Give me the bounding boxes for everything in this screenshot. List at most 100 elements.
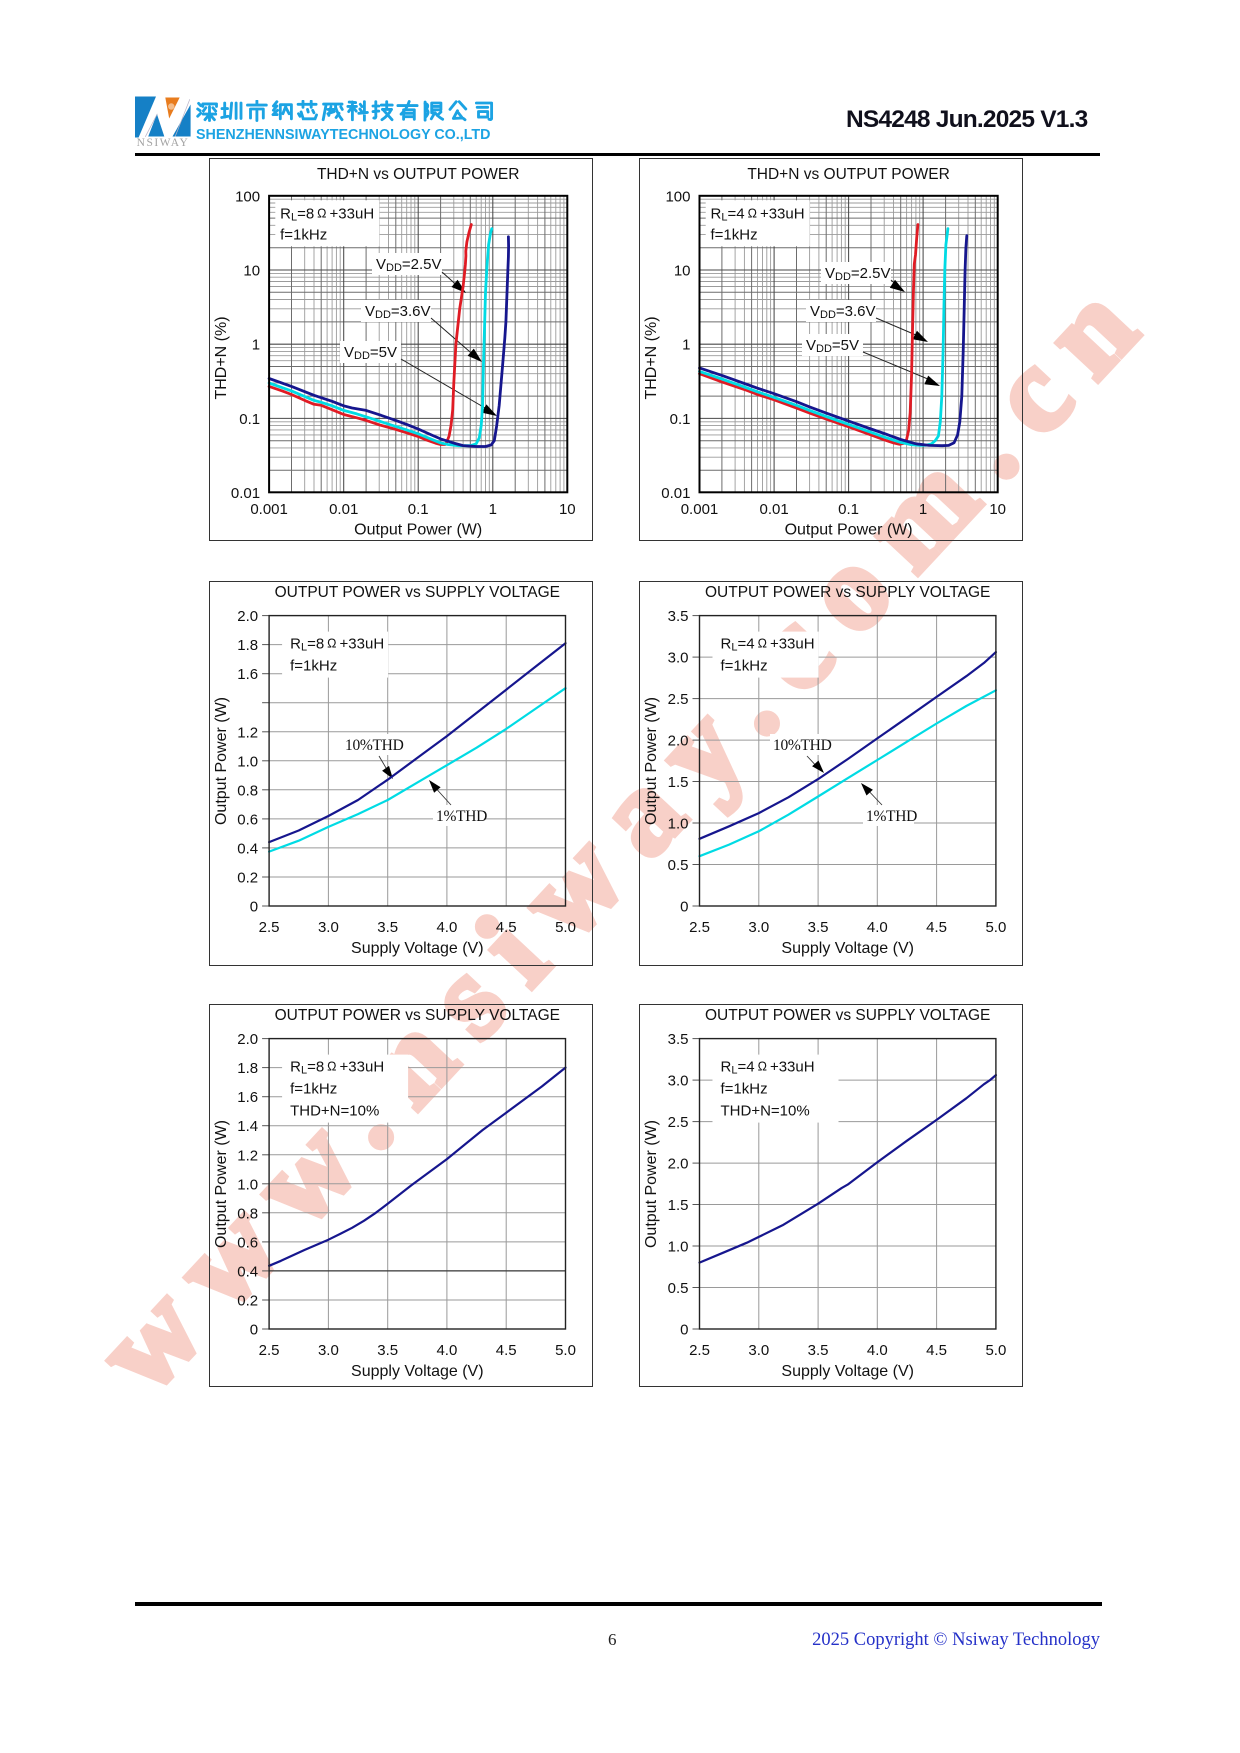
svg-text:3.5: 3.5 (668, 1031, 689, 1048)
svg-text:0: 0 (250, 899, 258, 916)
svg-text:10%THD: 10%THD (345, 737, 404, 754)
svg-text:1.0: 1.0 (237, 1176, 258, 1193)
svg-text:3.0: 3.0 (748, 1342, 769, 1359)
svg-text:RL=8 Ω +33uH: RL=8 Ω +33uH (290, 636, 384, 654)
svg-text:1: 1 (489, 501, 497, 518)
svg-text:Output Power (W): Output Power (W) (213, 697, 230, 825)
svg-text:0.1: 0.1 (838, 501, 859, 518)
svg-text:1: 1 (682, 337, 690, 354)
svg-text:3.5: 3.5 (808, 1342, 829, 1359)
svg-text:0.1: 0.1 (670, 411, 691, 428)
svg-text:0.8: 0.8 (237, 782, 258, 799)
svg-text:3.5: 3.5 (377, 1342, 398, 1359)
svg-text:f=1kHz: f=1kHz (290, 658, 337, 675)
svg-text:THD+N vs OUTPUT POWER: THD+N vs OUTPUT POWER (317, 166, 520, 183)
svg-text:f=1kHz: f=1kHz (721, 658, 768, 675)
svg-text:VDD=5V: VDD=5V (806, 337, 859, 355)
svg-text:0.2: 0.2 (237, 1293, 258, 1310)
svg-text:100: 100 (665, 188, 690, 205)
svg-text:0.01: 0.01 (661, 485, 690, 502)
svg-text:0.5: 0.5 (668, 857, 689, 874)
svg-text:10: 10 (674, 263, 691, 280)
svg-text:1: 1 (919, 501, 927, 518)
svg-text:2.5: 2.5 (689, 1342, 710, 1359)
svg-text:Output Power (W): Output Power (W) (785, 521, 913, 538)
svg-text:2.5: 2.5 (689, 919, 710, 936)
svg-text:2.5: 2.5 (668, 691, 689, 708)
svg-text:1.2: 1.2 (237, 724, 258, 741)
svg-text:RL=8 Ω +33uH: RL=8 Ω +33uH (280, 205, 374, 223)
svg-text:4.5: 4.5 (926, 1342, 947, 1359)
svg-text:0.1: 0.1 (239, 411, 260, 428)
svg-text:RL=4 Ω +33uH: RL=4 Ω +33uH (711, 205, 805, 223)
svg-text:10: 10 (989, 501, 1006, 518)
svg-text:0.001: 0.001 (681, 501, 719, 518)
svg-text:Output Power (W): Output Power (W) (643, 1120, 660, 1248)
svg-text:RL=8 Ω +33uH: RL=8 Ω +33uH (290, 1059, 384, 1077)
svg-text:1.6: 1.6 (237, 1089, 258, 1106)
svg-text:1%THD: 1%THD (866, 808, 917, 825)
svg-text:THD+N (%): THD+N (%) (643, 316, 660, 399)
svg-text:4.0: 4.0 (436, 1342, 457, 1359)
svg-text:RL=4 Ω +33uH: RL=4 Ω +33uH (721, 636, 815, 654)
svg-text:VDD=3.6V: VDD=3.6V (365, 303, 431, 321)
svg-text:THD+N=10%: THD+N=10% (721, 1103, 810, 1120)
svg-text:OUTPUT POWER vs SUPPLY VOLTAGE: OUTPUT POWER vs SUPPLY VOLTAGE (705, 584, 990, 601)
svg-text:100: 100 (235, 188, 260, 205)
svg-text:1.0: 1.0 (668, 1239, 689, 1256)
svg-text:f=1kHz: f=1kHz (711, 226, 758, 243)
svg-text:0: 0 (250, 1322, 258, 1339)
svg-text:1.5: 1.5 (668, 1197, 689, 1214)
svg-text:1.0: 1.0 (668, 816, 689, 833)
svg-text:0.8: 0.8 (237, 1205, 258, 1222)
svg-text:4.5: 4.5 (496, 1342, 517, 1359)
svg-text:4.0: 4.0 (867, 1342, 888, 1359)
svg-text:THD+N vs OUTPUT POWER: THD+N vs OUTPUT POWER (747, 166, 950, 183)
svg-text:OUTPUT POWER vs SUPPLY VOLTAGE: OUTPUT POWER vs SUPPLY VOLTAGE (705, 1007, 990, 1024)
svg-text:0.5: 0.5 (668, 1280, 689, 1297)
svg-text:0.2: 0.2 (237, 870, 258, 887)
svg-text:Output Power (W): Output Power (W) (354, 521, 482, 538)
svg-text:0.6: 0.6 (237, 811, 258, 828)
svg-text:OUTPUT POWER vs SUPPLY VOLTAGE: OUTPUT POWER vs SUPPLY VOLTAGE (275, 584, 560, 601)
svg-text:Supply Voltage (V): Supply Voltage (V) (351, 940, 484, 957)
svg-text:2.5: 2.5 (259, 919, 280, 936)
svg-text:3.0: 3.0 (668, 650, 689, 667)
svg-text:2.0: 2.0 (668, 733, 689, 750)
svg-text:0.01: 0.01 (759, 501, 788, 518)
svg-text:2.0: 2.0 (237, 1031, 258, 1048)
svg-text:2.0: 2.0 (237, 608, 258, 625)
svg-text:VDD=2.5V: VDD=2.5V (376, 256, 442, 274)
svg-text:VDD=2.5V: VDD=2.5V (825, 265, 891, 283)
svg-text:1.6: 1.6 (237, 666, 258, 683)
svg-text:10: 10 (559, 501, 576, 518)
svg-text:3.0: 3.0 (318, 919, 339, 936)
svg-text:0.6: 0.6 (237, 1234, 258, 1251)
svg-text:1.0: 1.0 (237, 753, 258, 770)
svg-text:f=1kHz: f=1kHz (290, 1081, 337, 1098)
svg-text:0.01: 0.01 (329, 501, 358, 518)
svg-text:Supply Voltage (V): Supply Voltage (V) (351, 1363, 484, 1380)
svg-text:3.5: 3.5 (808, 919, 829, 936)
svg-text:1.8: 1.8 (237, 637, 258, 654)
svg-text:0.1: 0.1 (408, 501, 429, 518)
svg-text:0: 0 (680, 899, 688, 916)
svg-text:0.001: 0.001 (250, 501, 288, 518)
svg-text:THD+N (%): THD+N (%) (213, 316, 230, 399)
svg-text:4.0: 4.0 (436, 919, 457, 936)
svg-text:4.5: 4.5 (496, 919, 517, 936)
svg-text:10: 10 (243, 263, 260, 280)
svg-text:2.5: 2.5 (259, 1342, 280, 1359)
svg-text:0.4: 0.4 (237, 840, 258, 857)
svg-text:VDD=5V: VDD=5V (344, 344, 397, 362)
svg-text:1.5: 1.5 (668, 774, 689, 791)
svg-text:5.0: 5.0 (555, 919, 576, 936)
svg-text:OUTPUT POWER vs SUPPLY VOLTAGE: OUTPUT POWER vs SUPPLY VOLTAGE (275, 1007, 560, 1024)
svg-text:f=1kHz: f=1kHz (280, 226, 327, 243)
svg-text:Output Power (W): Output Power (W) (213, 1120, 230, 1248)
svg-text:0.4: 0.4 (237, 1263, 258, 1280)
svg-text:f=1kHz: f=1kHz (721, 1081, 768, 1098)
svg-text:3.0: 3.0 (318, 1342, 339, 1359)
svg-text:0.01: 0.01 (231, 485, 260, 502)
svg-text:1.8: 1.8 (237, 1060, 258, 1077)
